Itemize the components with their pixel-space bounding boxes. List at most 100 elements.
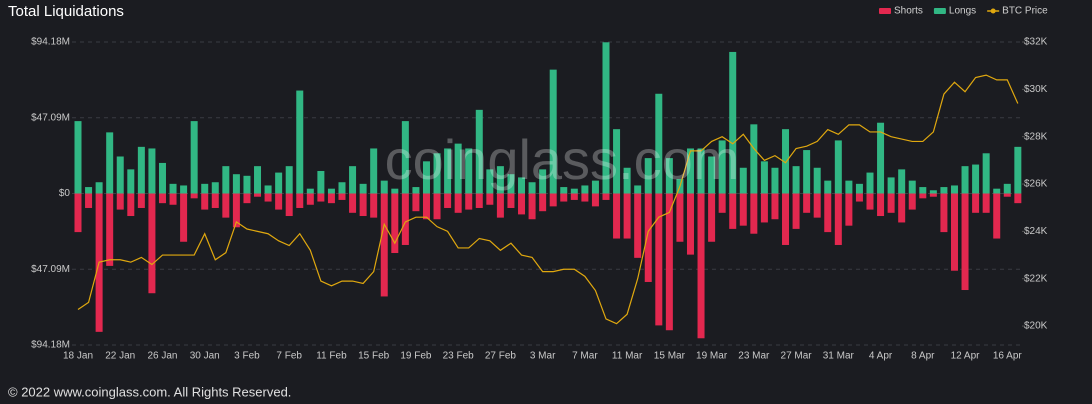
bar: [401, 121, 409, 194]
bar: [74, 121, 82, 194]
bar: [106, 193, 114, 266]
bar: [729, 51, 737, 194]
bar: [370, 148, 378, 194]
bar: [718, 193, 726, 213]
bar: [211, 193, 219, 208]
bar: [929, 193, 937, 197]
bar: [982, 153, 990, 194]
bar: [190, 193, 198, 199]
bar: [792, 193, 800, 229]
bar: [792, 166, 800, 194]
bar: [528, 182, 536, 194]
x-tick-label: 18 Jan: [63, 351, 93, 362]
bar: [275, 172, 283, 194]
bar: [771, 193, 779, 220]
bar: [919, 187, 927, 194]
bar: [518, 177, 526, 194]
bar: [591, 193, 599, 207]
bar: [296, 90, 304, 194]
bar: [306, 193, 314, 205]
bar: [1014, 193, 1022, 204]
bar: [95, 182, 103, 194]
x-tick-label: 26 Jan: [147, 351, 177, 362]
bar: [264, 185, 272, 194]
bar: [338, 193, 346, 200]
bar: [1014, 146, 1022, 194]
bar: [993, 188, 1001, 194]
bar: [454, 143, 462, 194]
bar: [919, 193, 927, 199]
legend-item: Shorts: [879, 6, 923, 17]
bar: [137, 193, 145, 208]
price-line: [77, 74, 1019, 325]
bar: [444, 148, 452, 194]
bar: [887, 193, 895, 213]
bar: [422, 193, 430, 220]
bar: [1003, 183, 1011, 194]
bar: [877, 122, 885, 194]
bar: [708, 156, 716, 194]
bar: [845, 193, 853, 226]
bar: [359, 183, 367, 194]
bar: [972, 164, 980, 194]
legend-label: BTC Price: [1002, 6, 1048, 17]
bar: [433, 193, 441, 220]
legend-swatch: [933, 8, 946, 14]
bar: [813, 193, 821, 218]
bar: [454, 193, 462, 213]
bar: [496, 193, 504, 218]
x-tick-label: 15 Feb: [358, 351, 390, 362]
bar: [317, 170, 325, 194]
bar: [254, 166, 262, 194]
bar: [760, 161, 768, 194]
bar: [560, 193, 568, 202]
bar: [855, 183, 863, 194]
bar: [539, 193, 547, 212]
bar: [433, 153, 441, 194]
bar: [581, 193, 589, 202]
x-tick-label: 11 Mar: [612, 351, 643, 362]
bar: [697, 148, 705, 194]
x-tick-label: 23 Feb: [443, 351, 475, 362]
x-tick-label: 3 Feb: [234, 351, 260, 362]
bar: [655, 93, 663, 194]
bar: [697, 193, 705, 339]
bar: [929, 190, 937, 194]
bar: [127, 169, 135, 194]
bar: [718, 140, 726, 194]
x-tick-label: 19 Mar: [696, 351, 728, 362]
bar: [285, 166, 293, 194]
bar: [898, 193, 906, 223]
legend-label: Longs: [949, 6, 976, 17]
bar: [591, 180, 599, 194]
bar: [243, 175, 251, 194]
y2-tick-label: $28K: [1024, 131, 1048, 142]
x-tick-label: 3 Mar: [530, 351, 556, 362]
bar: [465, 148, 473, 194]
bar: [85, 187, 93, 194]
bar: [634, 185, 642, 194]
bar: [539, 169, 547, 194]
bar: [729, 193, 737, 229]
bar: [581, 185, 589, 194]
bar: [201, 193, 209, 210]
bar: [855, 193, 863, 202]
bar: [782, 129, 790, 194]
bar: [518, 193, 526, 215]
bar: [338, 182, 346, 194]
bar: [803, 150, 811, 194]
bar: [317, 193, 325, 202]
x-tick-label: 30 Jan: [190, 351, 220, 362]
legend-swatch: [990, 8, 996, 14]
bar: [507, 174, 515, 194]
bar: [750, 124, 758, 194]
bar: [127, 193, 135, 217]
bar: [169, 183, 177, 194]
bar: [771, 167, 779, 194]
y-tick-label: $47.09M: [31, 264, 70, 275]
bar: [961, 166, 969, 194]
bar: [391, 188, 399, 194]
bar: [211, 182, 219, 194]
bar: [486, 193, 494, 205]
